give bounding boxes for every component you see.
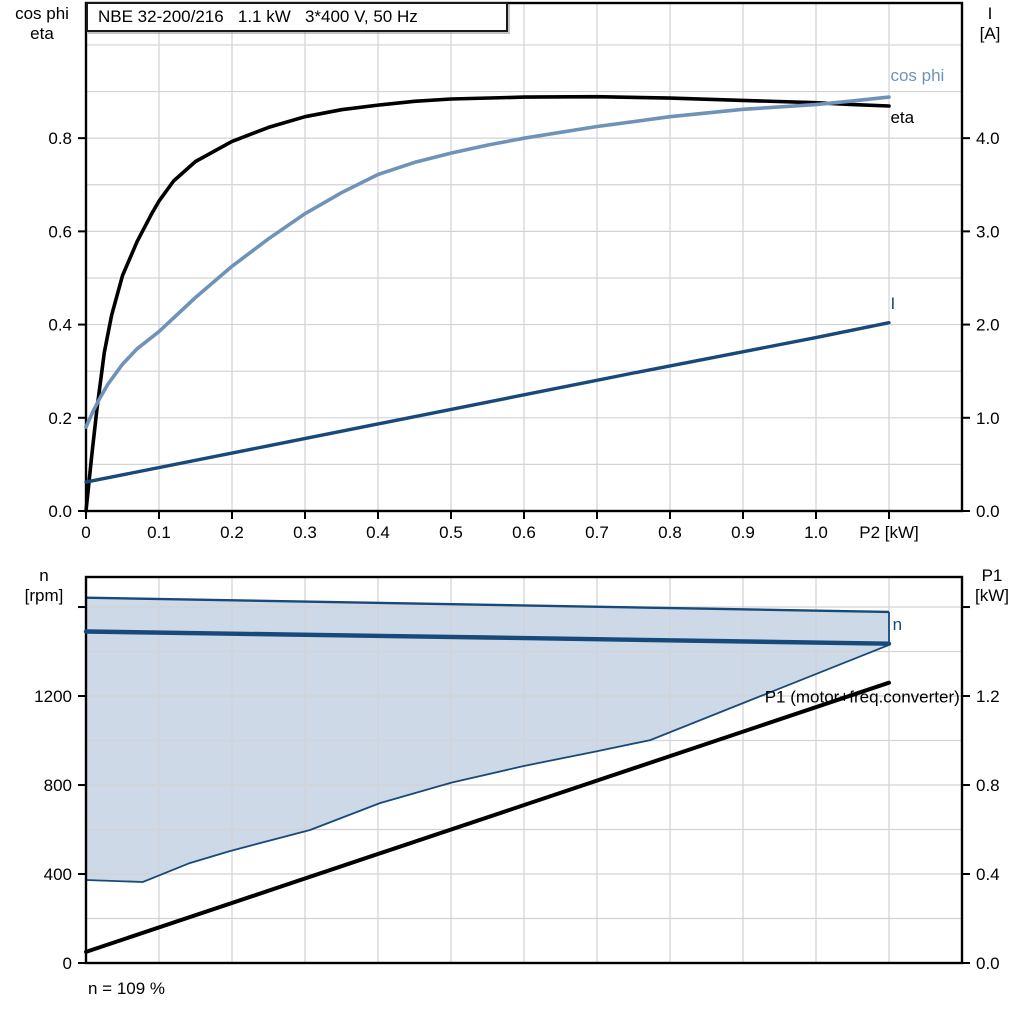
y-left-tick-label: 800 — [44, 776, 72, 795]
max-speed-boundary — [85, 596, 890, 614]
x-axis-label: P2 [kW] — [859, 523, 919, 542]
gridlines — [86, 3, 962, 511]
x-tick-label: 0.7 — [585, 523, 609, 542]
x-tick-label: 0.3 — [293, 523, 317, 542]
p1-curve — [84, 680, 891, 954]
y-left-tick-label: 0.4 — [48, 316, 72, 335]
curve-label-eta: eta — [890, 108, 914, 127]
chart-title: NBE 32-200/216 1.1 kW 3*400 V, 50 Hz — [98, 7, 418, 26]
speed-range-area — [86, 597, 889, 882]
x-tick-label: 0 — [81, 523, 90, 542]
y-right-tick-label: 3.0 — [976, 222, 1000, 241]
y-left-tick-label: 0.6 — [48, 222, 72, 241]
curve-label-cos-phi: cos phi — [890, 66, 944, 85]
curve-label-n: n — [893, 615, 902, 634]
y-left-tick-label: 0.8 — [48, 129, 72, 148]
x-tick-label: 0.9 — [731, 523, 755, 542]
y-right-tick-label: 1.0 — [976, 409, 1000, 428]
min-speed-boundary — [85, 644, 890, 883]
i-curve — [84, 321, 891, 484]
y-left-tick-label: 0.2 — [48, 409, 72, 428]
top-panel: 0 0.1 0.2 0.3 0.4 0.5 0.6 0.7 0.8 0.9 1.0 P2 [kW] 0.… — [48, 1, 1000, 542]
chart-title-box: NBE 32-200/216 1.1 kW 3*400 V, 50 Hz — [86, 2, 508, 32]
y-right-tick-label: 1.2 — [976, 687, 1000, 706]
bottom-panel: 0 400 800 1200 0.0 0.4 0.8 1.2 n P1 (motor+freq.c… — [34, 575, 1000, 973]
x-tick-label: 0.5 — [439, 523, 463, 542]
y-right-tick-label: 0.0 — [976, 502, 1000, 521]
y-left-tick-label: 0 — [63, 954, 72, 973]
y-left-tick-label: 0.0 — [48, 502, 72, 521]
x-tick-label: 0.8 — [658, 523, 682, 542]
x-tick-label: 0.1 — [147, 523, 171, 542]
curve-label-p1: P1 (motor+freq.converter) — [765, 688, 960, 707]
gridlines — [86, 577, 962, 963]
x-tick-label: 0.4 — [366, 523, 390, 542]
y-right-tick-label: 4.0 — [976, 129, 1000, 148]
x-tick-label: 1.0 — [804, 523, 828, 542]
speed-percent-note: n = 109 % — [88, 979, 166, 998]
axis-header-speed: n [rpm] — [24, 566, 64, 605]
y-right-tick-label: 2.0 — [976, 316, 1000, 335]
y-left-tick-label: 400 — [44, 865, 72, 884]
curve-label-i: I — [890, 294, 895, 313]
plot-frame — [84, 575, 964, 965]
x-tick-label: 0.6 — [512, 523, 536, 542]
eta-curve — [84, 94, 891, 513]
axis-header-cosphi-eta: cos phi eta — [15, 4, 69, 43]
cos-phi-curve — [84, 95, 891, 429]
x-tick-label: 0.2 — [220, 523, 244, 542]
n-curve — [83, 629, 892, 646]
y-right-tick-label: 0.8 — [976, 776, 1000, 795]
axis-header-p1: P1 [kW] — [975, 566, 1009, 605]
y-right-tick-label: 0.4 — [976, 865, 1000, 884]
axis-header-current: I [A] — [979, 4, 1001, 43]
y-right-tick-label: 0.0 — [976, 954, 1000, 973]
y-left-tick-label: 1200 — [34, 687, 72, 706]
